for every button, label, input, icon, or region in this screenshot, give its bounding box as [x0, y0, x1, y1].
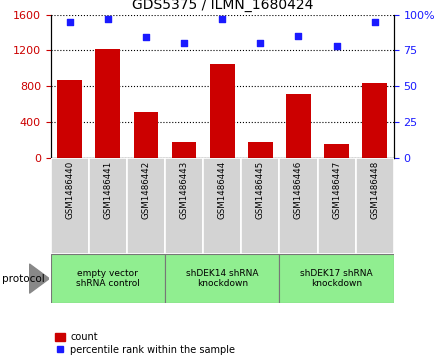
Text: shDEK14 shRNA
knockdown: shDEK14 shRNA knockdown [186, 269, 258, 288]
Bar [127, 158, 165, 254]
Polygon shape [29, 264, 49, 293]
Bar [286, 94, 311, 158]
Text: GSM1486440: GSM1486440 [65, 161, 74, 219]
Text: GSM1486443: GSM1486443 [180, 161, 189, 219]
Point [104, 16, 111, 22]
Bar [51, 254, 165, 303]
Point [66, 19, 73, 25]
Text: GSM1486448: GSM1486448 [370, 161, 379, 219]
Bar [210, 64, 235, 158]
Bar [134, 112, 158, 158]
Bar [165, 158, 203, 254]
Point [219, 16, 226, 22]
Bar [241, 158, 279, 254]
Text: GSM1486447: GSM1486447 [332, 161, 341, 219]
Text: GSM1486441: GSM1486441 [103, 161, 112, 219]
Bar [95, 49, 120, 158]
Text: GSM1486445: GSM1486445 [256, 161, 265, 219]
Text: shDEK17 shRNA
knockdown: shDEK17 shRNA knockdown [300, 269, 373, 288]
Legend: count, percentile rank within the sample: count, percentile rank within the sample [55, 332, 235, 355]
Bar [279, 158, 318, 254]
Point [333, 43, 340, 49]
Point [371, 19, 378, 25]
Bar [318, 158, 356, 254]
Bar [356, 158, 394, 254]
Bar [203, 158, 241, 254]
Bar [248, 142, 273, 158]
Bar [51, 158, 89, 254]
Bar [57, 80, 82, 158]
Text: protocol: protocol [2, 274, 45, 284]
Bar [324, 144, 349, 158]
Bar [89, 158, 127, 254]
Title: GDS5375 / ILMN_1680424: GDS5375 / ILMN_1680424 [132, 0, 313, 12]
Bar [363, 83, 387, 158]
Bar [279, 254, 394, 303]
Point [180, 40, 187, 46]
Point [257, 40, 264, 46]
Point [143, 34, 150, 40]
Bar [165, 254, 279, 303]
Point [295, 33, 302, 39]
Text: empty vector
shRNA control: empty vector shRNA control [76, 269, 140, 288]
Text: GSM1486442: GSM1486442 [141, 161, 150, 219]
Text: GSM1486444: GSM1486444 [218, 161, 227, 219]
Bar [172, 142, 196, 158]
Text: GSM1486446: GSM1486446 [294, 161, 303, 219]
